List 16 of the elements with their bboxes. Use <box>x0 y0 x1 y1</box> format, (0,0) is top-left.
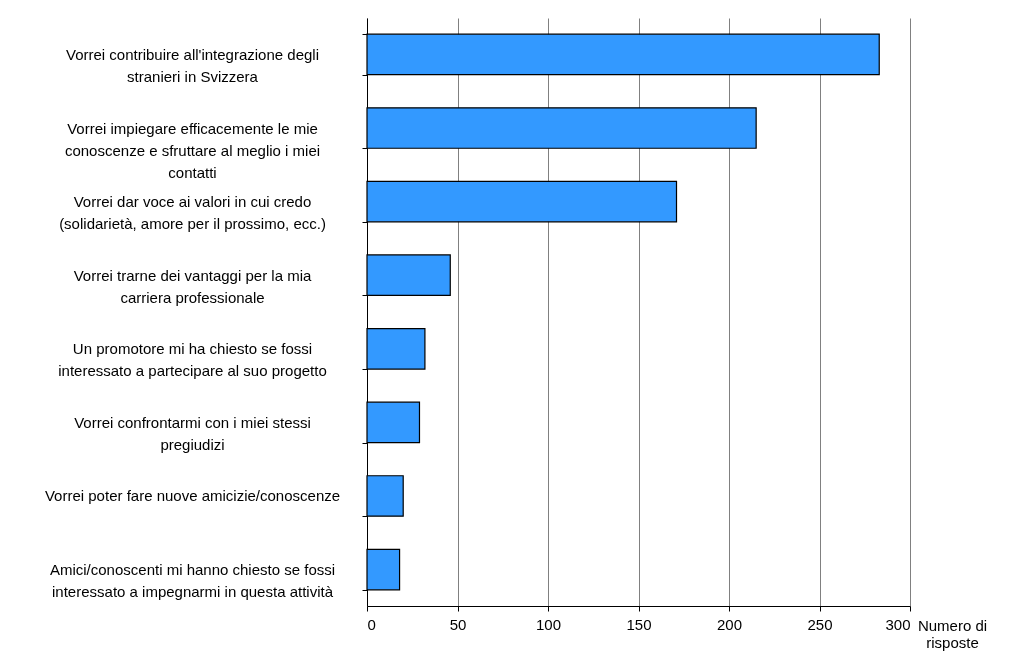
x-axis-title: Numero di risposte <box>917 616 988 651</box>
y-tick-label: Vorrei contribuire all'integrazione degli stranieri in Svizzera <box>65 45 320 85</box>
y-tick-label: Vorrei dar voce ai valori in cui credo (solidarietà, amore per il prossimo, ecc.) <box>59 193 326 233</box>
y-tick-label: Amici/conoscenti mi hanno chiesto se fossi interessato a impegnarmi in questa attività <box>49 561 336 601</box>
x-tick-label: 250 <box>807 615 833 633</box>
x-tick-label: 100 <box>535 615 562 633</box>
x-tick-label: 300 <box>885 615 911 633</box>
y-tick-label: Vorrei poter fare nuove amicizie/conoscenze <box>44 487 341 505</box>
x-tick-label: 200 <box>716 615 743 633</box>
y-tick-label: Vorrei trarne dei vantaggi per la mia carriera professionale <box>73 266 312 306</box>
y-tick-label: Vorrei impiegare efficacemente le mie conoscenze e sfruttare al meglio i miei contatti <box>64 119 321 181</box>
x-tick-label: 50 <box>449 615 467 633</box>
x-tick-label: 0 <box>367 615 376 633</box>
x-tick-label: 150 <box>626 615 652 633</box>
y-tick-label: Un promotore mi ha chiesto se fossi interessato a partecipare al suo progetto <box>58 340 327 380</box>
y-tick-label: Vorrei confrontarmi con i miei stessi pregiudizi <box>74 413 311 453</box>
